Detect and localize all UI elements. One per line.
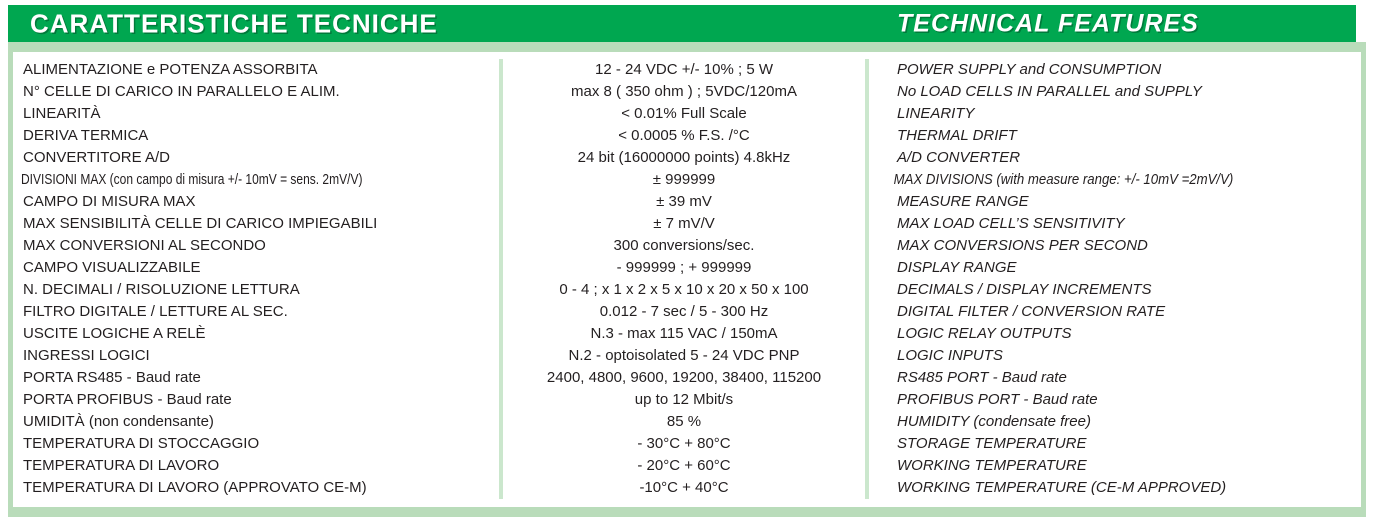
spec-label-it: TEMPERATURA DI STOCCAGGIO bbox=[23, 435, 260, 452]
spec-value: ± 7 mV/V bbox=[653, 215, 715, 232]
column-english-labels: POWER SUPPLY and CONSUMPTION No LOAD CEL… bbox=[869, 59, 1361, 499]
spec-label-it: LINEARITÀ bbox=[23, 105, 101, 122]
spec-label-it: PORTA RS485 - Baud rate bbox=[23, 369, 201, 386]
spec-value: up to 12 Mbit/s bbox=[634, 391, 734, 408]
spec-value: - 20°C + 60°C bbox=[637, 457, 731, 474]
spec-label-en: A/D CONVERTER bbox=[897, 149, 1021, 166]
spec-value: 24 bit (16000000 points) 4.8kHz bbox=[577, 149, 791, 166]
spec-label-it: MAX CONVERSIONI AL SECONDO bbox=[23, 237, 266, 254]
spec-value: N.2 - optoisolated 5 - 24 VDC PNP bbox=[568, 347, 800, 364]
spec-value: 300 conversions/sec. bbox=[613, 237, 755, 254]
spec-label-en: MAX LOAD CELL’S SENSITIVITY bbox=[897, 215, 1125, 232]
spec-value: N.3 - max 115 VAC / 150mA bbox=[590, 325, 778, 342]
spec-label-it: CONVERTITORE A/D bbox=[23, 149, 170, 166]
spec-label-it: FILTRO DIGITALE / LETTURE AL SEC. bbox=[23, 303, 288, 320]
spec-label-it: PORTA PROFIBUS - Baud rate bbox=[23, 391, 232, 408]
spec-value: max 8 ( 350 ohm ) ; 5VDC/120mA bbox=[571, 83, 797, 100]
spec-value: ± 39 mV bbox=[656, 193, 712, 210]
spec-label-en: PROFIBUS PORT - Baud rate bbox=[897, 391, 1098, 408]
spec-label-it: UMIDITÀ (non condensante) bbox=[23, 413, 214, 430]
header-bar: CARATTERISTICHE TECNICHE TECHNICAL FEATU… bbox=[8, 5, 1356, 42]
spec-label-en: RS485 PORT - Baud rate bbox=[897, 369, 1067, 386]
spec-label-it: N° CELLE DI CARICO IN PARALLELO E ALIM. bbox=[23, 83, 340, 100]
spec-label-it: USCITE LOGICHE A RELÈ bbox=[23, 325, 206, 342]
spec-label-en: HUMIDITY (condensate free) bbox=[897, 413, 1091, 430]
spec-label-it: DERIVA TERMICA bbox=[23, 127, 149, 144]
spec-value: - 30°C + 80°C bbox=[637, 435, 731, 452]
spec-value: 2400, 4800, 9600, 19200, 38400, 115200 bbox=[546, 369, 822, 386]
spec-label-it: CAMPO DI MISURA MAX bbox=[23, 193, 196, 210]
spec-label-en: DECIMALS / DISPLAY INCREMENTS bbox=[897, 281, 1152, 298]
spec-label-en: No LOAD CELLS IN PARALLEL and SUPPLY bbox=[897, 83, 1202, 100]
spec-label-en: WORKING TEMPERATURE (CE-M APPROVED) bbox=[897, 479, 1227, 496]
spec-label-it: N. DECIMALI / RISOLUZIONE LETTURA bbox=[23, 281, 300, 298]
spec-label-it: ALIMENTAZIONE e POTENZA ASSORBITA bbox=[23, 61, 318, 78]
spec-value: - 999999 ; + 999999 bbox=[616, 259, 752, 276]
spec-sheet: CARATTERISTICHE TECNICHE TECHNICAL FEATU… bbox=[8, 5, 1366, 517]
spec-value: 85 % bbox=[666, 413, 702, 430]
spec-label-it: INGRESSI LOGICI bbox=[23, 347, 150, 364]
spec-label-en: MAX CONVERSIONS PER SECOND bbox=[897, 237, 1148, 254]
spec-label-en: LOGIC INPUTS bbox=[897, 347, 1003, 364]
spec-label-it: MAX SENSIBILITÀ CELLE DI CARICO IMPIEGAB… bbox=[23, 215, 378, 232]
spec-value: 12 - 24 VDC +/- 10% ; 5 W bbox=[595, 61, 773, 78]
spec-label-it: TEMPERATURA DI LAVORO bbox=[23, 457, 220, 474]
spec-table: ALIMENTAZIONE e POTENZA ASSORBITA N° CEL… bbox=[8, 52, 1366, 517]
spec-label-it: CAMPO VISUALIZZABILE bbox=[23, 259, 201, 276]
spec-label-en: DISPLAY RANGE bbox=[897, 259, 1017, 276]
spec-label-en: LINEARITY bbox=[897, 105, 975, 122]
column-italian-labels: ALIMENTAZIONE e POTENZA ASSORBITA N° CEL… bbox=[13, 59, 503, 499]
spec-value: < 0.01% Full Scale bbox=[621, 105, 747, 122]
spec-label-en: STORAGE TEMPERATURE bbox=[897, 435, 1087, 452]
spec-label-en: LOGIC RELAY OUTPUTS bbox=[897, 325, 1072, 342]
spec-value: -10°C + 40°C bbox=[639, 479, 729, 496]
spec-label-en: WORKING TEMPERATURE bbox=[897, 457, 1087, 474]
spec-label-it: DIVISIONI MAX (con campo di misura +/- 1… bbox=[21, 171, 363, 188]
spec-value: 0 - 4 ; x 1 x 2 x 5 x 10 x 20 x 50 x 100 bbox=[559, 281, 809, 298]
spec-label-en: MAX DIVISIONS (with measure range: +/- 1… bbox=[893, 171, 1234, 188]
spec-label-en: POWER SUPPLY and CONSUMPTION bbox=[897, 61, 1162, 78]
spec-label-en: MEASURE RANGE bbox=[897, 193, 1029, 210]
spec-value: < 0.0005 % F.S. /°C bbox=[618, 127, 750, 144]
title-italian: CARATTERISTICHE TECNICHE bbox=[30, 8, 438, 38]
column-values: 12 - 24 VDC +/- 10% ; 5 W max 8 ( 350 oh… bbox=[503, 59, 869, 499]
spec-label-it: TEMPERATURA DI LAVORO (APPROVATO CE-M) bbox=[23, 479, 367, 496]
spec-label-en: THERMAL DRIFT bbox=[897, 127, 1017, 144]
header-divider-strip bbox=[8, 42, 1366, 52]
spec-label-en: DIGITAL FILTER / CONVERSION RATE bbox=[897, 303, 1166, 320]
spec-value: 0.012 - 7 sec / 5 - 300 Hz bbox=[599, 303, 769, 320]
spec-value: ± 999999 bbox=[652, 171, 716, 188]
title-english: TECHNICAL FEATURES bbox=[897, 9, 1199, 37]
